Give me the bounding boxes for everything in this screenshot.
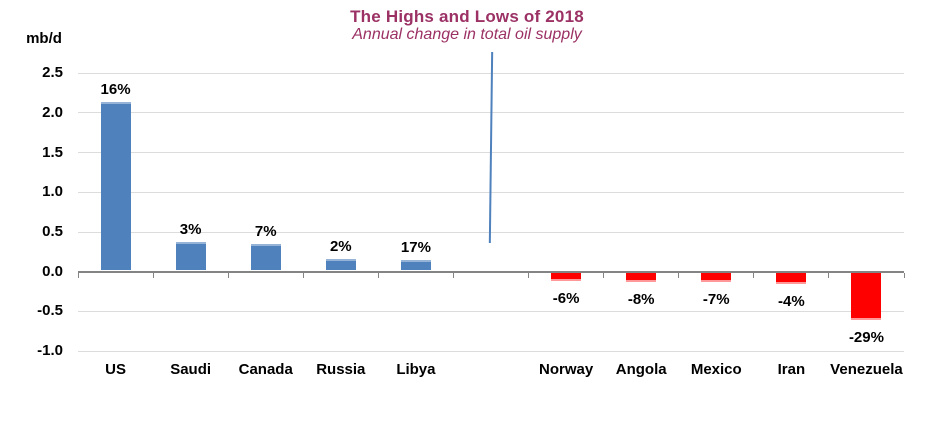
x-axis-tick [227,272,229,278]
x-axis-tick [452,272,454,278]
x-axis-tick [377,272,379,278]
y-axis-tick-label: 0.0 [42,262,63,280]
y-axis-tick-label: 1.5 [42,143,63,161]
y-axis-tick-label: 1.0 [42,183,63,201]
bar-norway [551,272,582,281]
value-label-russia: 2% [329,237,352,255]
y-axis-unit-label: mb/d [26,30,62,47]
chart-subtitle: Annual change in total oil supply [352,26,582,43]
x-axis-label-libya: Libya [396,361,436,378]
x-axis-tick [302,272,304,278]
x-axis-label-us: US [105,361,126,378]
x-axis-tick [528,272,530,278]
gridline [78,310,904,312]
value-label-libya: 17% [400,238,431,256]
chart-title: The Highs and Lows of 2018 [350,7,584,26]
x-axis-tick [77,272,79,278]
x-axis-label-norway: Norway [538,361,594,378]
x-axis-label-saudi: Saudi [170,361,212,378]
x-axis-tick [903,272,905,278]
value-label-us: 16% [100,80,131,98]
bar-libya [400,259,431,270]
y-axis-tick-label: 2.5 [42,64,63,82]
bar-mexico [701,272,732,282]
x-axis-label-mexico: Mexico [690,361,742,378]
x-axis-label-angola: Angola [615,361,667,378]
value-label-saudi: 3% [179,221,202,239]
value-label-venezuela: -29% [848,328,884,346]
bar-canada [250,243,281,270]
y-axis-tick-label: 2.0 [42,103,63,121]
x-axis-tick [603,272,605,278]
bar-russia [325,258,356,270]
bar-saudi [175,242,206,270]
value-label-canada: 7% [254,222,277,240]
x-axis-tick [678,272,680,278]
value-label-mexico: -7% [702,290,730,308]
y-axis-tick-label: -0.5 [37,302,63,320]
bar-venezuela [851,272,882,320]
x-axis-line [78,270,904,273]
value-label-norway: -6% [552,289,580,307]
value-label-iran: -4% [778,292,805,310]
x-axis-label-iran: Iran [777,361,806,378]
x-axis-label-venezuela: Venezuela [830,361,903,378]
y-axis-tick-label: -1.0 [37,342,63,360]
value-label-angola: -8% [627,291,655,309]
x-axis-tick [152,272,154,278]
highs-lows-divider-line [488,51,494,244]
bar-angola [626,272,657,283]
x-axis-label-canada: Canada [238,361,293,378]
x-axis-tick [753,272,755,278]
x-axis-label-russia: Russia [316,361,366,378]
gridline [78,231,904,233]
y-axis-tick-label: 0.5 [42,223,63,240]
x-axis-tick [828,272,830,278]
bar-us [100,101,131,270]
bar-iran [776,272,807,284]
gridline [78,350,904,352]
